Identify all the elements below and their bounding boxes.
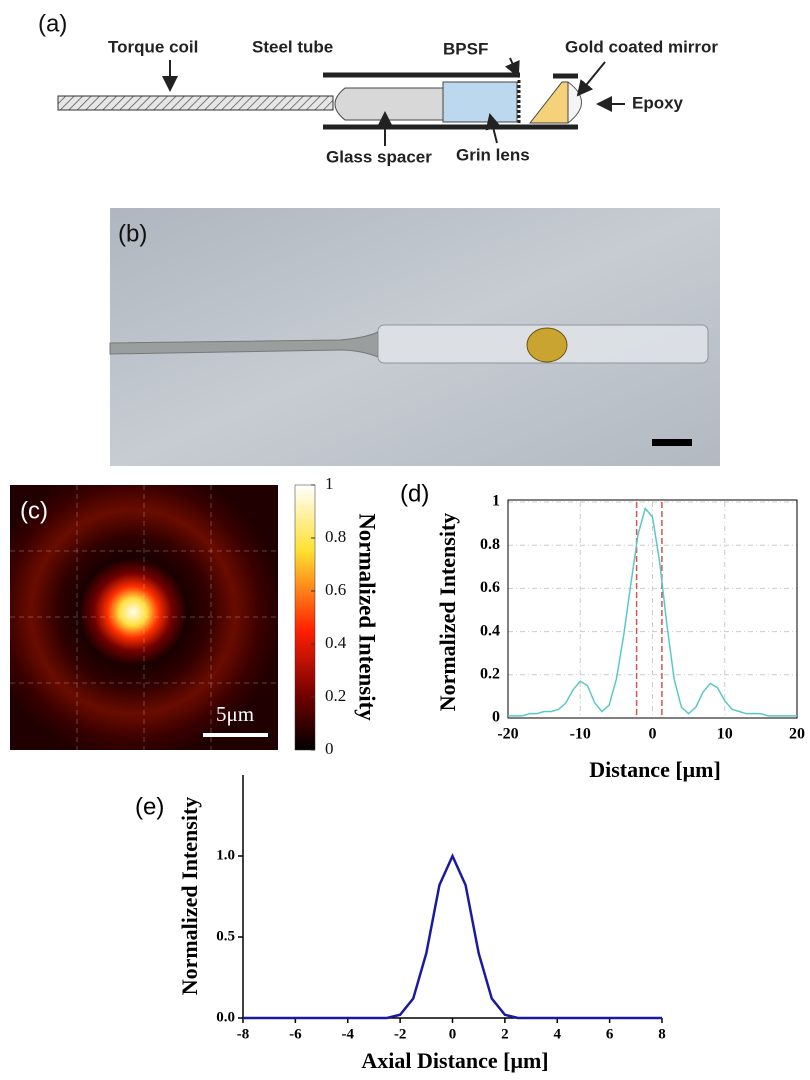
photo: (b) (109, 208, 720, 466)
torque-coil (57, 95, 334, 111)
plot-frame (507, 499, 798, 719)
panel-label: (a) (38, 10, 67, 37)
x-tick-label: 0 (649, 726, 657, 743)
x-tick-label: 20 (789, 726, 805, 743)
x-tick-label: 4 (554, 1026, 562, 1042)
colorbar-tick-label: 1 (325, 474, 334, 493)
x-tick-label: 10 (717, 726, 733, 743)
arrow (576, 61, 606, 97)
x-tick-label: 8 (658, 1026, 666, 1042)
x-axis-label: Axial Distance [μm] (361, 1048, 548, 1073)
colorbar (294, 484, 316, 751)
arrow (485, 113, 502, 144)
part-label: BPSF (443, 39, 488, 58)
grin-lens (442, 81, 518, 123)
x-tick-label: -4 (342, 1026, 355, 1042)
x-tick-label: 0 (449, 1026, 457, 1042)
y-tick-label: 0.5 (216, 928, 235, 944)
y-tick-label: 1 (492, 493, 500, 510)
probe-mirror (526, 327, 568, 363)
part-label: Steel tube (252, 37, 333, 56)
x-tick-label: -20 (497, 726, 518, 743)
panel-label: (e) (135, 793, 164, 820)
y-axis-label: Normalized Intensity (435, 513, 460, 712)
glass-spacer (334, 87, 446, 121)
colorbar-tick-label: 0.8 (325, 527, 346, 546)
scale-bar (652, 439, 692, 446)
x-axis-label: Distance [μm] (589, 757, 721, 782)
x-tick-label: -10 (570, 726, 591, 743)
heatmap-panel: (c) 5μm Normalized Intensity (10, 484, 380, 751)
colorbar-title: Normalized Intensity (355, 513, 380, 721)
x-tick-label: -2 (394, 1026, 407, 1042)
colorbar-tick-label: 0.6 (325, 580, 346, 599)
heatmap-image (10, 485, 278, 750)
colorbar-tick-label: 0.4 (325, 633, 347, 652)
panel-label: (b) (118, 220, 147, 247)
x-tick-label: -8 (237, 1026, 250, 1042)
panel-label: (d) (400, 480, 429, 507)
x-tick-label: -6 (289, 1026, 302, 1042)
y-tick-label: 0 (492, 709, 500, 726)
panel-label: (c) (20, 497, 48, 524)
part-label: Gold coated mirror (565, 37, 718, 56)
x-tick-label: 6 (606, 1026, 614, 1042)
y-tick-label: 1.0 (216, 847, 235, 863)
x-tick-label: 2 (501, 1026, 509, 1042)
colorbar-tick-label: 0 (325, 739, 334, 758)
colorbar-tick-label: 0.2 (325, 686, 346, 705)
arrow (505, 57, 520, 78)
data-line (243, 852, 662, 1020)
y-axis-label: Normalized Intensity (177, 797, 202, 996)
part-label: Glass spacer (326, 147, 432, 166)
part-label: Grin lens (456, 145, 530, 164)
y-tick-label: 0.8 (480, 536, 500, 553)
scale-bar-label: 5μm (216, 702, 254, 726)
y-tick-label: 0.0 (216, 1009, 235, 1025)
epoxy (567, 81, 582, 124)
part-label: Torque coil (108, 37, 198, 56)
y-tick-label: 0.2 (480, 665, 500, 682)
data-line (508, 506, 797, 717)
y-tick-label: 0.4 (480, 622, 500, 639)
mirror (528, 81, 569, 124)
diagram: (a) Torque coil Steel tube BPSF Gold coa… (38, 10, 718, 166)
y-tick-label: 0.6 (480, 579, 500, 596)
part-label: Epoxy (632, 93, 684, 112)
